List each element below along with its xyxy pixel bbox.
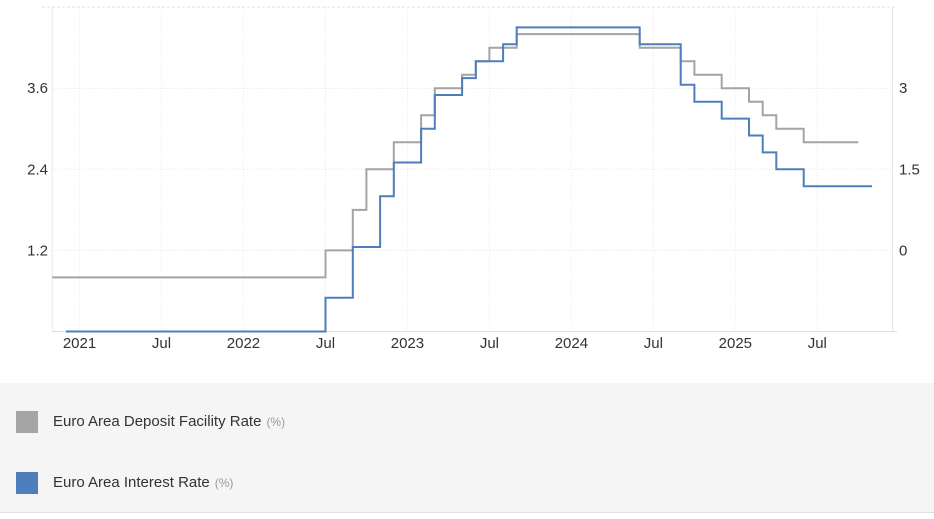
y-axis-left-tick-label: 3.6 [27,80,48,97]
x-axis-tick-label: 2022 [227,335,260,352]
x-axis-tick-label: Jul [808,335,827,352]
legend-item-interest-rate[interactable]: Euro Area Interest Rate (%) [16,471,934,494]
x-axis-tick-label: Jul [480,335,499,352]
legend-item-deposit-facility-rate[interactable]: Euro Area Deposit Facility Rate (%) [16,410,934,433]
deposit-facility-rate-swatch [16,410,38,433]
x-axis-tick-label: Jul [152,335,171,352]
x-axis-tick-label: 2024 [555,335,588,352]
rates-chart-svg[interactable]: 1.2 2.4 3.6 0 1.5 3 2021 Jul 2022 Jul 2023 Jul 2024 J… [0,0,934,383]
y-axis-right-tick-label: 0 [899,242,907,259]
x-axis-tick-label: 2025 [719,335,752,352]
y-axis-right-tick-label: 3 [899,80,907,97]
interest-rate-swatch [16,471,38,494]
deposit-facility-rate-line[interactable] [52,33,859,279]
y-axis-right-tick-label: 1.5 [899,161,920,178]
legend-unit-interest-rate: (%) [214,475,234,490]
x-axis-tick-label: 2021 [63,335,96,352]
y-axis-left-tick-label: 1.2 [27,242,48,259]
y-axis-left-tick-label: 2.4 [27,161,48,178]
x-axis-tick-label: Jul [644,335,663,352]
legend-unit-deposit-facility-rate: (%) [266,414,286,429]
x-axis-tick-label: Jul [316,335,335,352]
rates-chart[interactable]: 1.2 2.4 3.6 0 1.5 3 2021 Jul 2022 Jul 2023 Jul 2024 J… [0,0,934,383]
interest-rate-line[interactable] [65,26,872,333]
legend-label-deposit-facility-rate: Euro Area Deposit Facility Rate [53,413,262,430]
chart-legend: Euro Area Deposit Facility Rate (%) Euro… [0,383,934,513]
legend-label-interest-rate: Euro Area Interest Rate [53,474,210,491]
x-axis-tick-label: 2023 [391,335,424,352]
